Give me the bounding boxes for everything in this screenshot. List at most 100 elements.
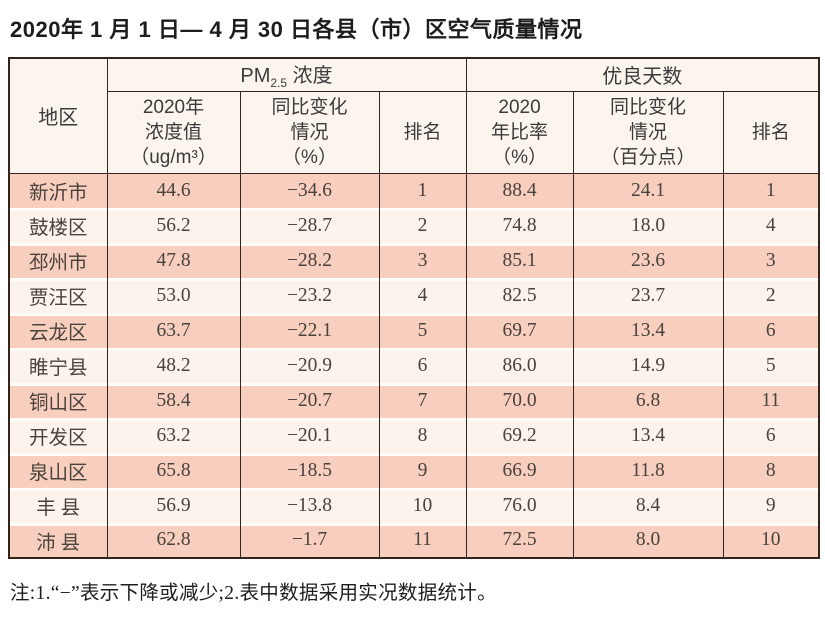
pm-change-cell: −13.8 bbox=[240, 488, 380, 523]
pm-rank-cell: 8 bbox=[379, 418, 467, 453]
table-header: 地区 PM2.5 浓度 优良天数 2020年 浓度值 （ug/m³） 同比变化 … bbox=[8, 57, 820, 174]
pm25-label-prefix: PM bbox=[240, 65, 271, 88]
pm-rank-cell: 1 bbox=[379, 173, 467, 208]
good-rank-cell: 6 bbox=[723, 418, 820, 453]
pm25-label-suffix: 浓度 bbox=[287, 65, 333, 88]
table-row: 鼓楼区 56.2 −28.7 2 74.8 18.0 4 bbox=[9, 208, 820, 243]
good-ratio-cell: 76.0 bbox=[466, 488, 574, 523]
good-change-cell: 8.4 bbox=[573, 488, 724, 523]
good-rank-cell: 5 bbox=[723, 348, 820, 383]
good-change-cell: 14.9 bbox=[573, 348, 724, 383]
region-cell: 睢宁县 bbox=[9, 348, 108, 383]
pm-rank-cell: 6 bbox=[379, 348, 467, 383]
pm-rank-cell: 10 bbox=[379, 488, 467, 523]
good-change-cell: 13.4 bbox=[573, 313, 724, 348]
region-cell: 鼓楼区 bbox=[9, 208, 108, 243]
good-change-cell: 23.6 bbox=[573, 243, 724, 278]
region-cell: 开发区 bbox=[9, 418, 108, 453]
good-ratio-cell: 70.0 bbox=[466, 383, 574, 418]
good-ratio-cell: 72.5 bbox=[466, 523, 574, 558]
page-title: 2020年 1 月 1 日— 4 月 30 日各县（市）区空气质量情况 bbox=[10, 17, 583, 42]
pm-value-cell: 56.9 bbox=[107, 488, 241, 523]
good-ratio-cell: 82.5 bbox=[466, 278, 574, 313]
good-rank-cell: 8 bbox=[723, 453, 820, 488]
pm-change-cell: −23.2 bbox=[240, 278, 380, 313]
pm-change-cell: −20.9 bbox=[240, 348, 380, 383]
good-ratio-cell: 88.4 bbox=[466, 173, 574, 208]
good-rank-cell: 11 bbox=[723, 383, 820, 418]
pm-change-cell: −28.2 bbox=[240, 243, 380, 278]
pm-value-cell: 44.6 bbox=[107, 173, 241, 208]
region-cell: 新沂市 bbox=[9, 173, 108, 208]
good-rank-cell: 9 bbox=[723, 488, 820, 523]
pm-change-cell: −20.1 bbox=[240, 418, 380, 453]
pm-rank-cell: 11 bbox=[379, 523, 467, 558]
good-change-cell: 18.0 bbox=[573, 208, 724, 243]
region-cell: 邳州市 bbox=[9, 243, 108, 278]
col-header-good-rank: 排名 bbox=[722, 90, 820, 174]
good-rank-cell: 1 bbox=[723, 173, 820, 208]
good-ratio-cell: 85.1 bbox=[466, 243, 574, 278]
table-row: 开发区 63.2 −20.1 8 69.2 13.4 6 bbox=[9, 418, 820, 453]
table-row: 贾汪区 53.0 −23.2 4 82.5 23.7 2 bbox=[9, 278, 820, 313]
good-rank-cell: 10 bbox=[723, 523, 820, 558]
good-change-cell: 11.8 bbox=[573, 453, 724, 488]
region-cell: 铜山区 bbox=[9, 383, 108, 418]
pm-value-cell: 65.8 bbox=[107, 453, 241, 488]
col-group-good-days: 优良天数 bbox=[465, 57, 820, 92]
pm-change-cell: −22.1 bbox=[240, 313, 380, 348]
col-header-pm-change: 同比变化 情况 （%） bbox=[239, 90, 380, 174]
col-header-good-ratio: 2020 年比率 （%） bbox=[465, 90, 574, 174]
good-change-cell: 13.4 bbox=[573, 418, 724, 453]
pm-change-cell: −18.5 bbox=[240, 453, 380, 488]
pm-change-cell: −34.6 bbox=[240, 173, 380, 208]
pm-value-cell: 63.2 bbox=[107, 418, 241, 453]
col-header-pm-rank: 排名 bbox=[378, 90, 467, 174]
pm-rank-cell: 7 bbox=[379, 383, 467, 418]
region-cell: 沛 县 bbox=[9, 523, 108, 558]
pm-rank-cell: 5 bbox=[379, 313, 467, 348]
pm-rank-cell: 9 bbox=[379, 453, 467, 488]
pm-rank-cell: 3 bbox=[379, 243, 467, 278]
good-change-cell: 24.1 bbox=[573, 173, 724, 208]
good-ratio-cell: 69.7 bbox=[466, 313, 574, 348]
table-body: 新沂市 44.6 −34.6 1 88.4 24.1 1 鼓楼区 56.2 −28.7 2 74.8 1… bbox=[9, 173, 820, 558]
col-header-region: 地区 bbox=[8, 57, 108, 174]
table-row: 沛 县 62.8 −1.7 11 72.5 8.0 10 bbox=[9, 523, 820, 558]
table-row: 泉山区 65.8 −18.5 9 66.9 11.8 8 bbox=[9, 453, 820, 488]
table-row: 云龙区 63.7 −22.1 5 69.7 13.4 6 bbox=[9, 313, 820, 348]
table-row: 睢宁县 48.2 −20.9 6 86.0 14.9 5 bbox=[9, 348, 820, 383]
region-cell: 贾汪区 bbox=[9, 278, 108, 313]
pm-rank-cell: 4 bbox=[379, 278, 467, 313]
good-rank-cell: 3 bbox=[723, 243, 820, 278]
table-row: 铜山区 58.4 −20.7 7 70.0 6.8 11 bbox=[9, 383, 820, 418]
pm-change-cell: −1.7 bbox=[240, 523, 380, 558]
good-change-cell: 23.7 bbox=[573, 278, 724, 313]
pm-value-cell: 48.2 bbox=[107, 348, 241, 383]
pm-change-cell: −28.7 bbox=[240, 208, 380, 243]
pm-value-cell: 63.7 bbox=[107, 313, 241, 348]
good-ratio-cell: 66.9 bbox=[466, 453, 574, 488]
good-ratio-cell: 69.2 bbox=[466, 418, 574, 453]
good-change-cell: 6.8 bbox=[573, 383, 724, 418]
region-cell: 云龙区 bbox=[9, 313, 108, 348]
pm-value-cell: 56.2 bbox=[107, 208, 241, 243]
col-group-pm25: PM2.5 浓度 bbox=[106, 57, 467, 92]
col-header-pm-value: 2020年 浓度值 （ug/m³） bbox=[106, 90, 241, 174]
sub-header-row: 2020年 浓度值 （ug/m³） 同比变化 情况 （%） 排名 2020 年比… bbox=[9, 90, 820, 174]
table-row: 丰 县 56.9 −13.8 10 76.0 8.4 9 bbox=[9, 488, 820, 523]
pm-change-cell: −20.7 bbox=[240, 383, 380, 418]
good-ratio-cell: 74.8 bbox=[466, 208, 574, 243]
good-rank-cell: 4 bbox=[723, 208, 820, 243]
pm-value-cell: 47.8 bbox=[107, 243, 241, 278]
pm-value-cell: 53.0 bbox=[107, 278, 241, 313]
pm25-subscript: 2.5 bbox=[270, 76, 288, 91]
table-row: 邳州市 47.8 −28.2 3 85.1 23.6 3 bbox=[9, 243, 820, 278]
region-cell: 泉山区 bbox=[9, 453, 108, 488]
page: 2020年 1 月 1 日— 4 月 30 日各县（市）区空气质量情况 地区 P… bbox=[8, 17, 821, 604]
pm-value-cell: 58.4 bbox=[107, 383, 241, 418]
region-cell: 丰 县 bbox=[9, 488, 108, 523]
good-rank-cell: 6 bbox=[723, 313, 820, 348]
table-row: 新沂市 44.6 −34.6 1 88.4 24.1 1 bbox=[9, 173, 820, 208]
good-ratio-cell: 86.0 bbox=[466, 348, 574, 383]
